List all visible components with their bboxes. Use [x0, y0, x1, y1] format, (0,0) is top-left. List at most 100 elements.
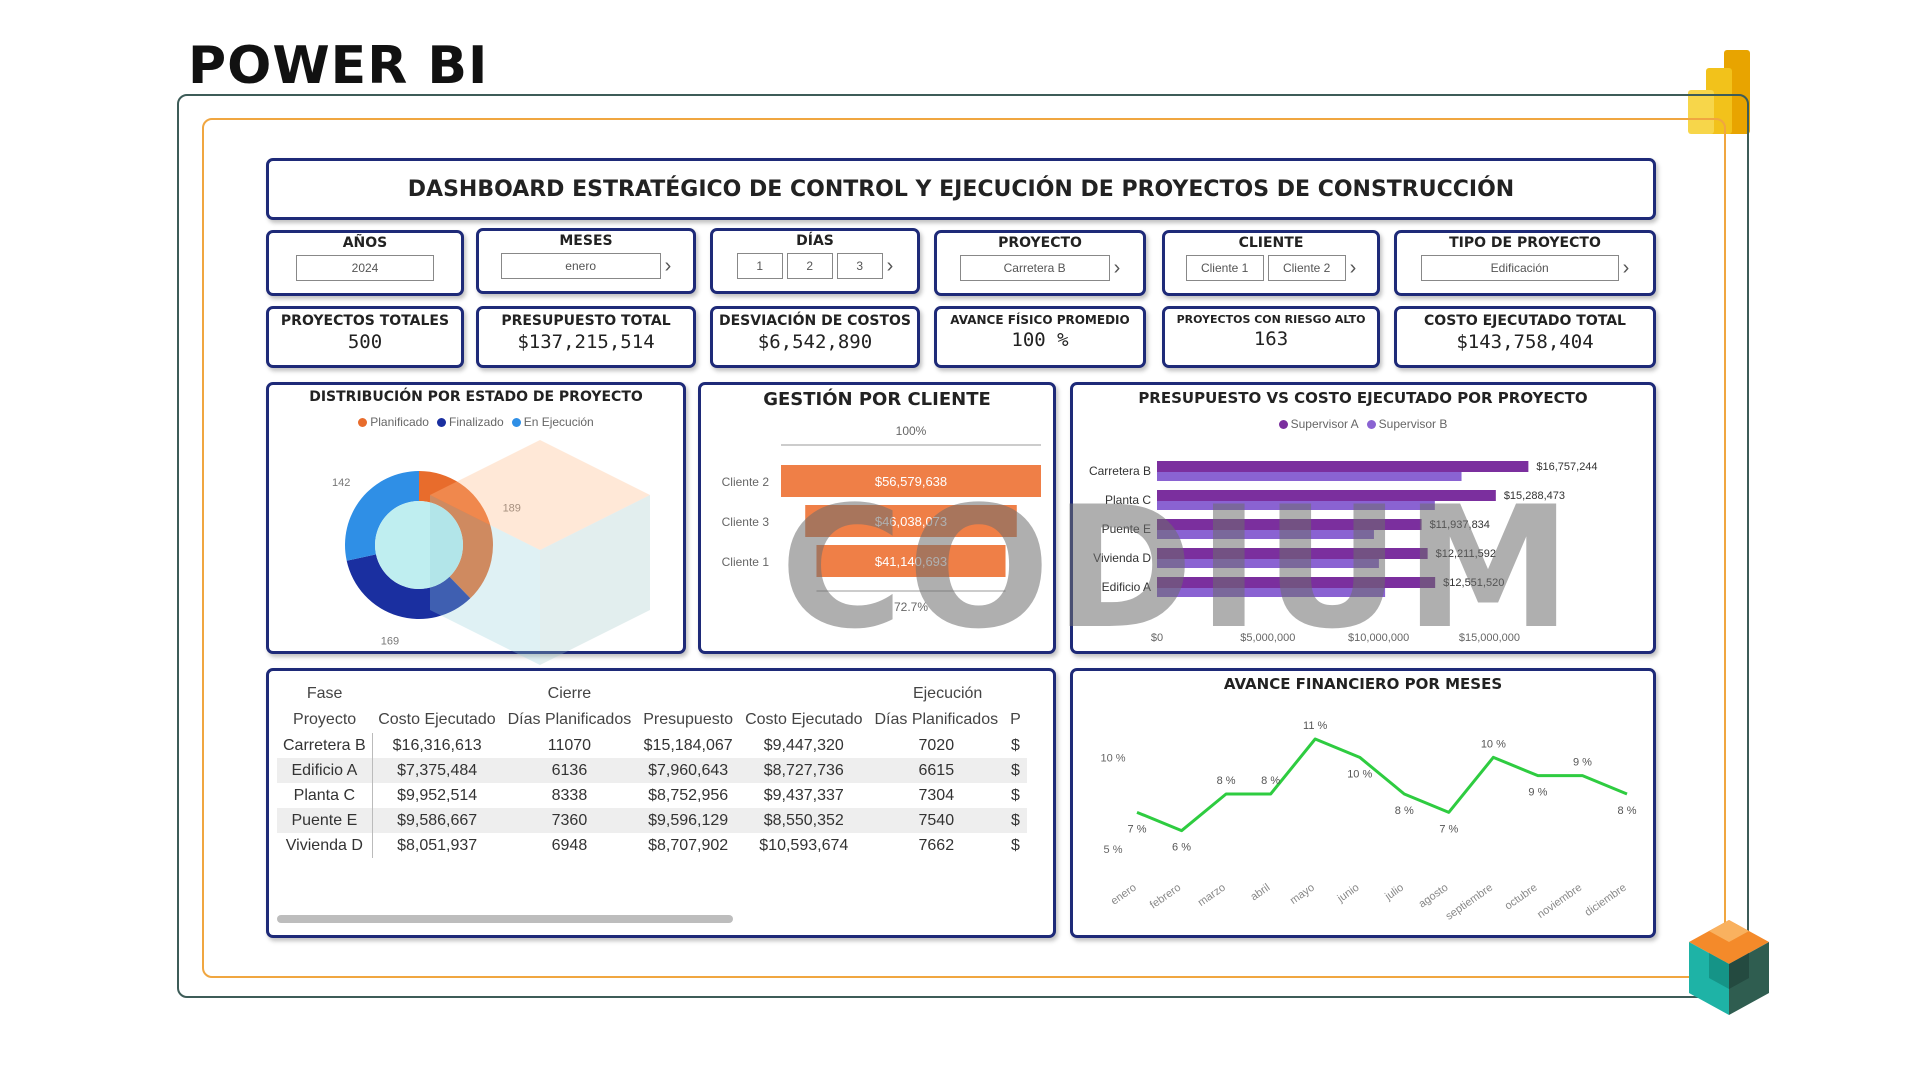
slicer-cliente-option[interactable]: Cliente 1: [1185, 255, 1264, 281]
x-tick-label: $0: [1151, 632, 1163, 644]
horizontal-scrollbar[interactable]: [277, 915, 733, 923]
slicer-meses[interactable]: MESES enero ›: [476, 228, 696, 294]
table-cell: 7360: [501, 808, 638, 833]
bar-category-label: Edificio A: [1102, 580, 1151, 594]
x-tick-label: $5,000,000: [1240, 632, 1295, 644]
table-header-row: Proyecto Costo Ejecutado Días Planificad…: [277, 707, 1027, 733]
point-label: 7 %: [1128, 823, 1147, 835]
slicer-cliente[interactable]: CLIENTE Cliente 1 Cliente 2 ›: [1162, 230, 1380, 296]
funnel-value-label: $41,140,693: [875, 554, 947, 569]
bar: [1157, 501, 1435, 510]
bar: [1157, 577, 1436, 588]
legend-label: Finalizado: [448, 415, 504, 429]
x-tick-label: febrero: [1148, 882, 1183, 912]
x-tick-label: agosto: [1417, 882, 1451, 911]
kpi-value: $137,215,514: [517, 331, 655, 353]
bar-value-label: $16,757,244: [1536, 461, 1597, 473]
slicer-tipo-value[interactable]: Edificación: [1420, 255, 1619, 281]
slicer-proyecto-title: PROYECTO: [998, 235, 1082, 251]
table-header[interactable]: Costo Ejecutado: [378, 711, 496, 728]
slicer-anios[interactable]: AÑOS 2024: [266, 230, 464, 296]
table-group-header: Fase: [306, 685, 343, 702]
x-tick-label: marzo: [1196, 882, 1228, 909]
funnel-top-label: 100%: [896, 424, 927, 438]
chevron-right-icon[interactable]: ›: [1113, 257, 1121, 279]
table-header[interactable]: Proyecto: [293, 711, 357, 728]
slicer-cliente-option[interactable]: Cliente 2: [1267, 255, 1346, 281]
chevron-right-icon[interactable]: ›: [1622, 257, 1630, 279]
legend-item[interactable]: Supervisor A: [1278, 417, 1359, 431]
table-cell: $: [1010, 836, 1020, 854]
table-cell: 6948: [551, 836, 588, 854]
legend-item[interactable]: Supervisor B: [1366, 417, 1447, 431]
table-cell: $9,586,667: [372, 808, 502, 833]
legend-item[interactable]: Finalizado: [436, 415, 504, 429]
slicer-dias-option[interactable]: 2: [786, 253, 833, 279]
y-tick-label: 10 %: [1100, 752, 1125, 764]
slicer-proyecto-value[interactable]: Carretera B: [959, 255, 1110, 281]
table-row[interactable]: Carretera B $16,316,613 11070 $15,184,067 $9…: [277, 733, 1027, 758]
table-cell: $8,550,352: [739, 808, 869, 833]
point-label: 8 %: [1261, 775, 1280, 787]
table-cell: Carretera B: [277, 733, 373, 758]
x-tick-label: $10,000,000: [1348, 632, 1409, 644]
table-header[interactable]: P: [1010, 711, 1021, 728]
x-tick-label: septiembre: [1444, 882, 1495, 923]
funnel-category-label: Cliente 1: [722, 555, 770, 569]
funnel-category-label: Cliente 2: [722, 475, 770, 489]
chevron-right-icon[interactable]: ›: [886, 255, 894, 277]
donut-data-label: 169: [381, 636, 399, 645]
kpi-riesgo-alto: PROYECTOS CON RIESGO ALTO 163: [1162, 306, 1380, 368]
bar: [1157, 519, 1422, 530]
bar-chart[interactable]: Carretera B $16,757,244 Planta C $15,288,47…: [1073, 445, 1653, 651]
chevron-right-icon[interactable]: ›: [1349, 257, 1357, 279]
line-chart[interactable]: 10 % 5 % 7 % enero 6 % febrero 8 % marzo 8 % abri…: [1073, 699, 1653, 935]
funnel-bar: [781, 465, 1041, 497]
funnel-chart[interactable]: 100% $56,579,638 Cliente 2 $46,038,073 Clien…: [701, 415, 1053, 649]
table-header[interactable]: Días Planificados: [874, 711, 999, 728]
funnel-bottom-label: 72.7%: [894, 600, 928, 614]
table-row[interactable]: Vivienda D $8,051,937 6948 $8,707,902 $10,59…: [277, 833, 1027, 858]
kpi-value: $143,758,404: [1456, 331, 1594, 353]
table-row[interactable]: Edificio A $7,375,484 6136 $7,960,643 $8,727…: [277, 758, 1027, 783]
table-header[interactable]: Días Planificados: [507, 711, 632, 728]
kpi-label: DESVIACIÓN DE COSTOS: [719, 313, 911, 329]
slicer-dias-option[interactable]: 1: [736, 253, 783, 279]
slicer-dias-option[interactable]: 3: [836, 253, 883, 279]
table-row[interactable]: Puente E $9,586,667 7360 $9,596,129 $8,550,3…: [277, 808, 1027, 833]
legend-label: En Ejecución: [523, 415, 594, 429]
table-cell: 7540: [868, 808, 1005, 833]
legend-item[interactable]: Planificado: [358, 415, 429, 429]
bar: [1157, 588, 1386, 597]
bar-chart-card: PRESUPUESTO VS COSTO EJECUTADO POR PROYE…: [1070, 382, 1656, 654]
table-header[interactable]: Costo Ejecutado: [745, 711, 863, 728]
table-header[interactable]: Presupuesto: [643, 711, 734, 728]
table-cell: $8,051,937: [397, 836, 478, 854]
slicer-tipo-proyecto[interactable]: TIPO DE PROYECTO Edificación ›: [1394, 230, 1656, 296]
table-row[interactable]: Planta C $9,952,514 8338 $8,752,956 $9,437,3…: [277, 783, 1027, 808]
donut-legend: Planificado Finalizado En Ejecución: [269, 415, 683, 429]
bar-chart-legend: Supervisor A Supervisor B: [1073, 417, 1653, 431]
legend-item[interactable]: En Ejecución: [511, 415, 594, 429]
funnel-value-label: $46,038,073: [875, 514, 947, 529]
table-cell: $9,447,320: [763, 736, 844, 754]
bar-category-label: Vivienda D: [1093, 551, 1151, 565]
slicer-anios-value[interactable]: 2024: [296, 255, 434, 281]
line-chart-card: AVANCE FINANCIERO POR MESES 10 % 5 % 7 % en…: [1070, 668, 1656, 938]
slicer-proyecto[interactable]: PROYECTO Carretera B ›: [934, 230, 1146, 296]
slicer-dias[interactable]: DÍAS 1 2 3 ›: [710, 228, 920, 294]
table-cell: $15,184,067: [643, 736, 733, 754]
kpi-label: PRESUPUESTO TOTAL: [501, 313, 671, 329]
data-table-card: Fase Cierre Ejecución Proyecto Costo Eje…: [266, 668, 1056, 938]
kpi-value: 163: [1253, 328, 1289, 350]
data-table: Fase Cierre Ejecución Proyecto Costo Eje…: [277, 681, 1027, 858]
slicer-cliente-title: CLIENTE: [1238, 235, 1304, 251]
page-heading: POWER BI: [188, 36, 489, 96]
slicer-meses-value[interactable]: enero: [500, 253, 661, 279]
donut-chart[interactable]: 189 169 142: [269, 445, 683, 645]
table-cell: Planta C: [277, 783, 373, 808]
table-cell: $9,952,514: [397, 786, 478, 804]
chevron-right-icon[interactable]: ›: [664, 255, 672, 277]
kpi-value: 500: [347, 331, 383, 353]
legend-dot-icon: [1278, 420, 1288, 430]
